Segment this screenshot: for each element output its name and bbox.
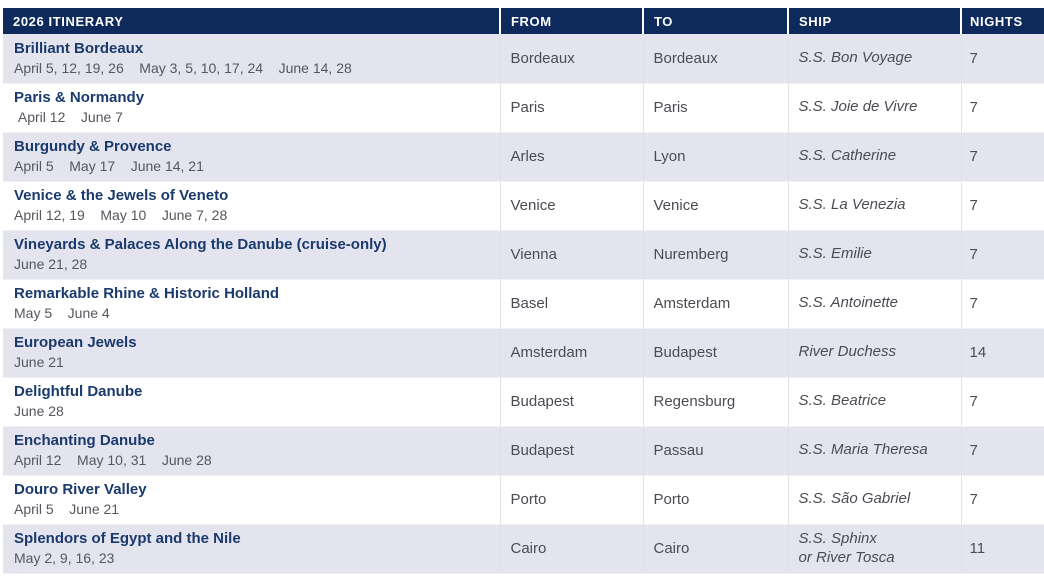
itinerary-name: Remarkable Rhine & Historic Holland: [14, 285, 280, 303]
from-cell: Porto: [499, 475, 643, 525]
itinerary-cell: Vineyards & Palaces Along the Danube (cr…: [3, 230, 500, 280]
itinerary-name: Enchanting Danube: [14, 432, 155, 450]
ship-cell: S.S. Beatrice: [787, 377, 961, 427]
ship-cell: S.S. Catherine: [787, 132, 961, 182]
itinerary-cell: Paris & Normandy April 12 June 7: [3, 83, 500, 133]
itinerary-name: Vineyards & Palaces Along the Danube (cr…: [14, 236, 387, 254]
table-row: Splendors of Egypt and the Nile May 2, 9…: [3, 524, 1044, 574]
nights-cell: 7: [960, 230, 1044, 280]
ship-cell: S.S. São Gabriel: [787, 475, 961, 525]
table-row: Venice & the Jewels of Veneto April 12, …: [3, 181, 1044, 231]
itinerary-dates: April 5, 12, 19, 26 May 3, 5, 10, 17, 24…: [14, 59, 352, 76]
ship-cell: River Duchess: [787, 328, 961, 378]
table-row: Vineyards & Palaces Along the Danube (cr…: [3, 230, 1044, 280]
to-cell: Paris: [642, 83, 788, 133]
from-cell: Vienna: [499, 230, 643, 280]
to-cell: Cairo: [642, 524, 788, 574]
itinerary-cell: Splendors of Egypt and the Nile May 2, 9…: [3, 524, 500, 574]
itinerary-name: Delightful Danube: [14, 383, 143, 401]
ship-cell: S.S. Joie de Vivre: [787, 83, 961, 133]
itinerary-dates: June 21, 28: [14, 255, 88, 272]
column-header-nights: NIGHTS: [960, 8, 1044, 34]
itinerary-name: Douro River Valley: [14, 481, 147, 499]
to-cell: Budapest: [642, 328, 788, 378]
from-cell: Arles: [499, 132, 643, 182]
itinerary-name: Paris & Normandy: [14, 89, 145, 107]
from-cell: Bordeaux: [499, 34, 643, 84]
itinerary-dates: May 5 June 4: [14, 304, 110, 321]
itinerary-cell: European Jewels June 21: [3, 328, 500, 378]
itinerary-cell: Delightful Danube June 28: [3, 377, 500, 427]
from-cell: Venice: [499, 181, 643, 231]
table-row: Enchanting Danube April 12 May 10, 31 Ju…: [3, 426, 1044, 476]
itinerary-dates: April 5 June 21: [14, 500, 120, 517]
itinerary-dates: May 2, 9, 16, 23: [14, 549, 115, 566]
nights-cell: 14: [960, 328, 1044, 378]
from-cell: Amsterdam: [499, 328, 643, 378]
ship-cell: S.S. Emilie: [787, 230, 961, 280]
itinerary-name: Venice & the Jewels of Veneto: [14, 187, 229, 205]
column-header-from: FROM: [499, 8, 643, 34]
itinerary-table: 2026 ITINERARY FROM TO SHIP NIGHTS Brill…: [3, 8, 1044, 574]
to-cell: Amsterdam: [642, 279, 788, 329]
itinerary-dates: April 5 May 17 June 14, 21: [14, 157, 204, 174]
column-header-itinerary: 2026 ITINERARY: [3, 8, 500, 34]
itinerary-dates: April 12 June 7: [14, 108, 123, 125]
itinerary-cell: Remarkable Rhine & Historic Holland May …: [3, 279, 500, 329]
to-cell: Lyon: [642, 132, 788, 182]
table-header: 2026 ITINERARY FROM TO SHIP NIGHTS: [3, 8, 1044, 34]
nights-cell: 7: [960, 426, 1044, 476]
nights-cell: 7: [960, 132, 1044, 182]
itinerary-name: Burgundy & Provence: [14, 138, 172, 156]
table-row: European Jewels June 21 Amsterdam Budape…: [3, 328, 1044, 378]
itinerary-cell: Brilliant Bordeaux April 5, 12, 19, 26 M…: [3, 34, 500, 84]
table-row: Douro River Valley April 5 June 21 Porto…: [3, 475, 1044, 525]
to-cell: Regensburg: [642, 377, 788, 427]
from-cell: Paris: [499, 83, 643, 133]
nights-cell: 7: [960, 377, 1044, 427]
from-cell: Basel: [499, 279, 643, 329]
nights-cell: 7: [960, 475, 1044, 525]
itinerary-name: European Jewels: [14, 334, 137, 352]
nights-cell: 11: [960, 524, 1044, 574]
table-row: Burgundy & Provence April 5 May 17 June …: [3, 132, 1044, 182]
header-row: 2026 ITINERARY FROM TO SHIP NIGHTS: [3, 8, 1044, 34]
from-cell: Budapest: [499, 377, 643, 427]
to-cell: Nuremberg: [642, 230, 788, 280]
to-cell: Porto: [642, 475, 788, 525]
itinerary-cell: Enchanting Danube April 12 May 10, 31 Ju…: [3, 426, 500, 476]
nights-cell: 7: [960, 83, 1044, 133]
to-cell: Venice: [642, 181, 788, 231]
from-cell: Cairo: [499, 524, 643, 574]
ship-cell: S.S. Antoinette: [787, 279, 961, 329]
column-header-to: TO: [642, 8, 788, 34]
nights-cell: 7: [960, 279, 1044, 329]
itinerary-cell: Burgundy & Provence April 5 May 17 June …: [3, 132, 500, 182]
nights-cell: 7: [960, 34, 1044, 84]
ship-cell: S.S. Bon Voyage: [787, 34, 961, 84]
table-body: Brilliant Bordeaux April 5, 12, 19, 26 M…: [3, 34, 1044, 574]
from-cell: Budapest: [499, 426, 643, 476]
table-row: Delightful Danube June 28 Budapest Regen…: [3, 377, 1044, 427]
itinerary-dates: June 21: [14, 353, 64, 370]
table-row: Remarkable Rhine & Historic Holland May …: [3, 279, 1044, 329]
ship-cell: S.S. Maria Theresa: [787, 426, 961, 476]
itinerary-cell: Douro River Valley April 5 June 21: [3, 475, 500, 525]
column-header-ship: SHIP: [787, 8, 961, 34]
to-cell: Passau: [642, 426, 788, 476]
itinerary-dates: June 28: [14, 402, 64, 419]
itinerary-cell: Venice & the Jewels of Veneto April 12, …: [3, 181, 500, 231]
itinerary-table-container: 2026 ITINERARY FROM TO SHIP NIGHTS Brill…: [3, 8, 1044, 574]
itinerary-dates: April 12 May 10, 31 June 28: [14, 451, 212, 468]
nights-cell: 7: [960, 181, 1044, 231]
ship-cell: S.S. La Venezia: [787, 181, 961, 231]
to-cell: Bordeaux: [642, 34, 788, 84]
table-row: Brilliant Bordeaux April 5, 12, 19, 26 M…: [3, 34, 1044, 84]
ship-cell: S.S. Sphinx or River Tosca: [787, 524, 961, 574]
itinerary-dates: April 12, 19 May 10 June 7, 28: [14, 206, 228, 223]
itinerary-name: Brilliant Bordeaux: [14, 39, 144, 57]
table-row: Paris & Normandy April 12 June 7 Paris P…: [3, 83, 1044, 133]
itinerary-name: Splendors of Egypt and the Nile: [14, 530, 241, 548]
